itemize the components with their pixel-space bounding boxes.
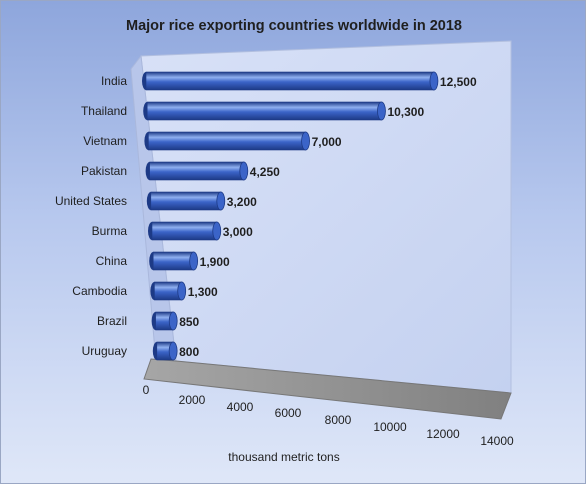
bar-cambodia [150, 281, 187, 301]
x-tick-label: 10000 [373, 420, 407, 434]
category-label: Uruguay [82, 344, 127, 358]
value-label: 10,300 [387, 105, 424, 119]
bar-thailand [143, 101, 386, 121]
bar-china [149, 251, 199, 271]
value-label: 800 [179, 345, 199, 359]
value-label: 12,500 [440, 75, 477, 89]
value-label: 7,000 [312, 135, 342, 149]
chart-title: Major rice exporting countries worldwide… [126, 18, 462, 34]
value-label: 3,000 [223, 225, 253, 239]
category-label: India [101, 74, 127, 88]
x-tick-label: 6000 [275, 406, 302, 420]
plot-back-wall [140, 40, 512, 394]
bar-pakistan [145, 161, 249, 181]
category-label: Cambodia [72, 284, 127, 298]
value-label: 1,900 [200, 255, 230, 269]
category-label: Pakistan [81, 164, 127, 178]
category-label: United States [55, 194, 127, 208]
category-label: Thailand [81, 104, 127, 118]
x-tick-label: 14000 [480, 434, 514, 448]
bar-brazil [151, 311, 178, 331]
x-tick-label: 2000 [179, 393, 206, 407]
bar-vietnam [144, 131, 310, 151]
x-tick-label: 8000 [325, 413, 352, 427]
x-tick-label: 4000 [227, 400, 254, 414]
bar-india [142, 71, 439, 91]
category-label: China [96, 254, 128, 268]
bar-burma [148, 221, 222, 241]
bar-uruguay [152, 341, 178, 361]
category-label: Vietnam [83, 134, 127, 148]
category-label: Burma [92, 224, 128, 238]
x-tick-label: 0 [143, 383, 150, 397]
category-label: Brazil [97, 314, 127, 328]
value-label: 1,300 [188, 285, 218, 299]
plot-floor [143, 358, 512, 420]
x-tick-label: 12000 [426, 427, 460, 441]
value-label: 850 [179, 315, 199, 329]
x-axis-label: thousand metric tons [228, 450, 339, 464]
bar-united-states [146, 191, 226, 211]
value-label: 3,200 [227, 195, 257, 209]
value-label: 4,250 [250, 165, 280, 179]
